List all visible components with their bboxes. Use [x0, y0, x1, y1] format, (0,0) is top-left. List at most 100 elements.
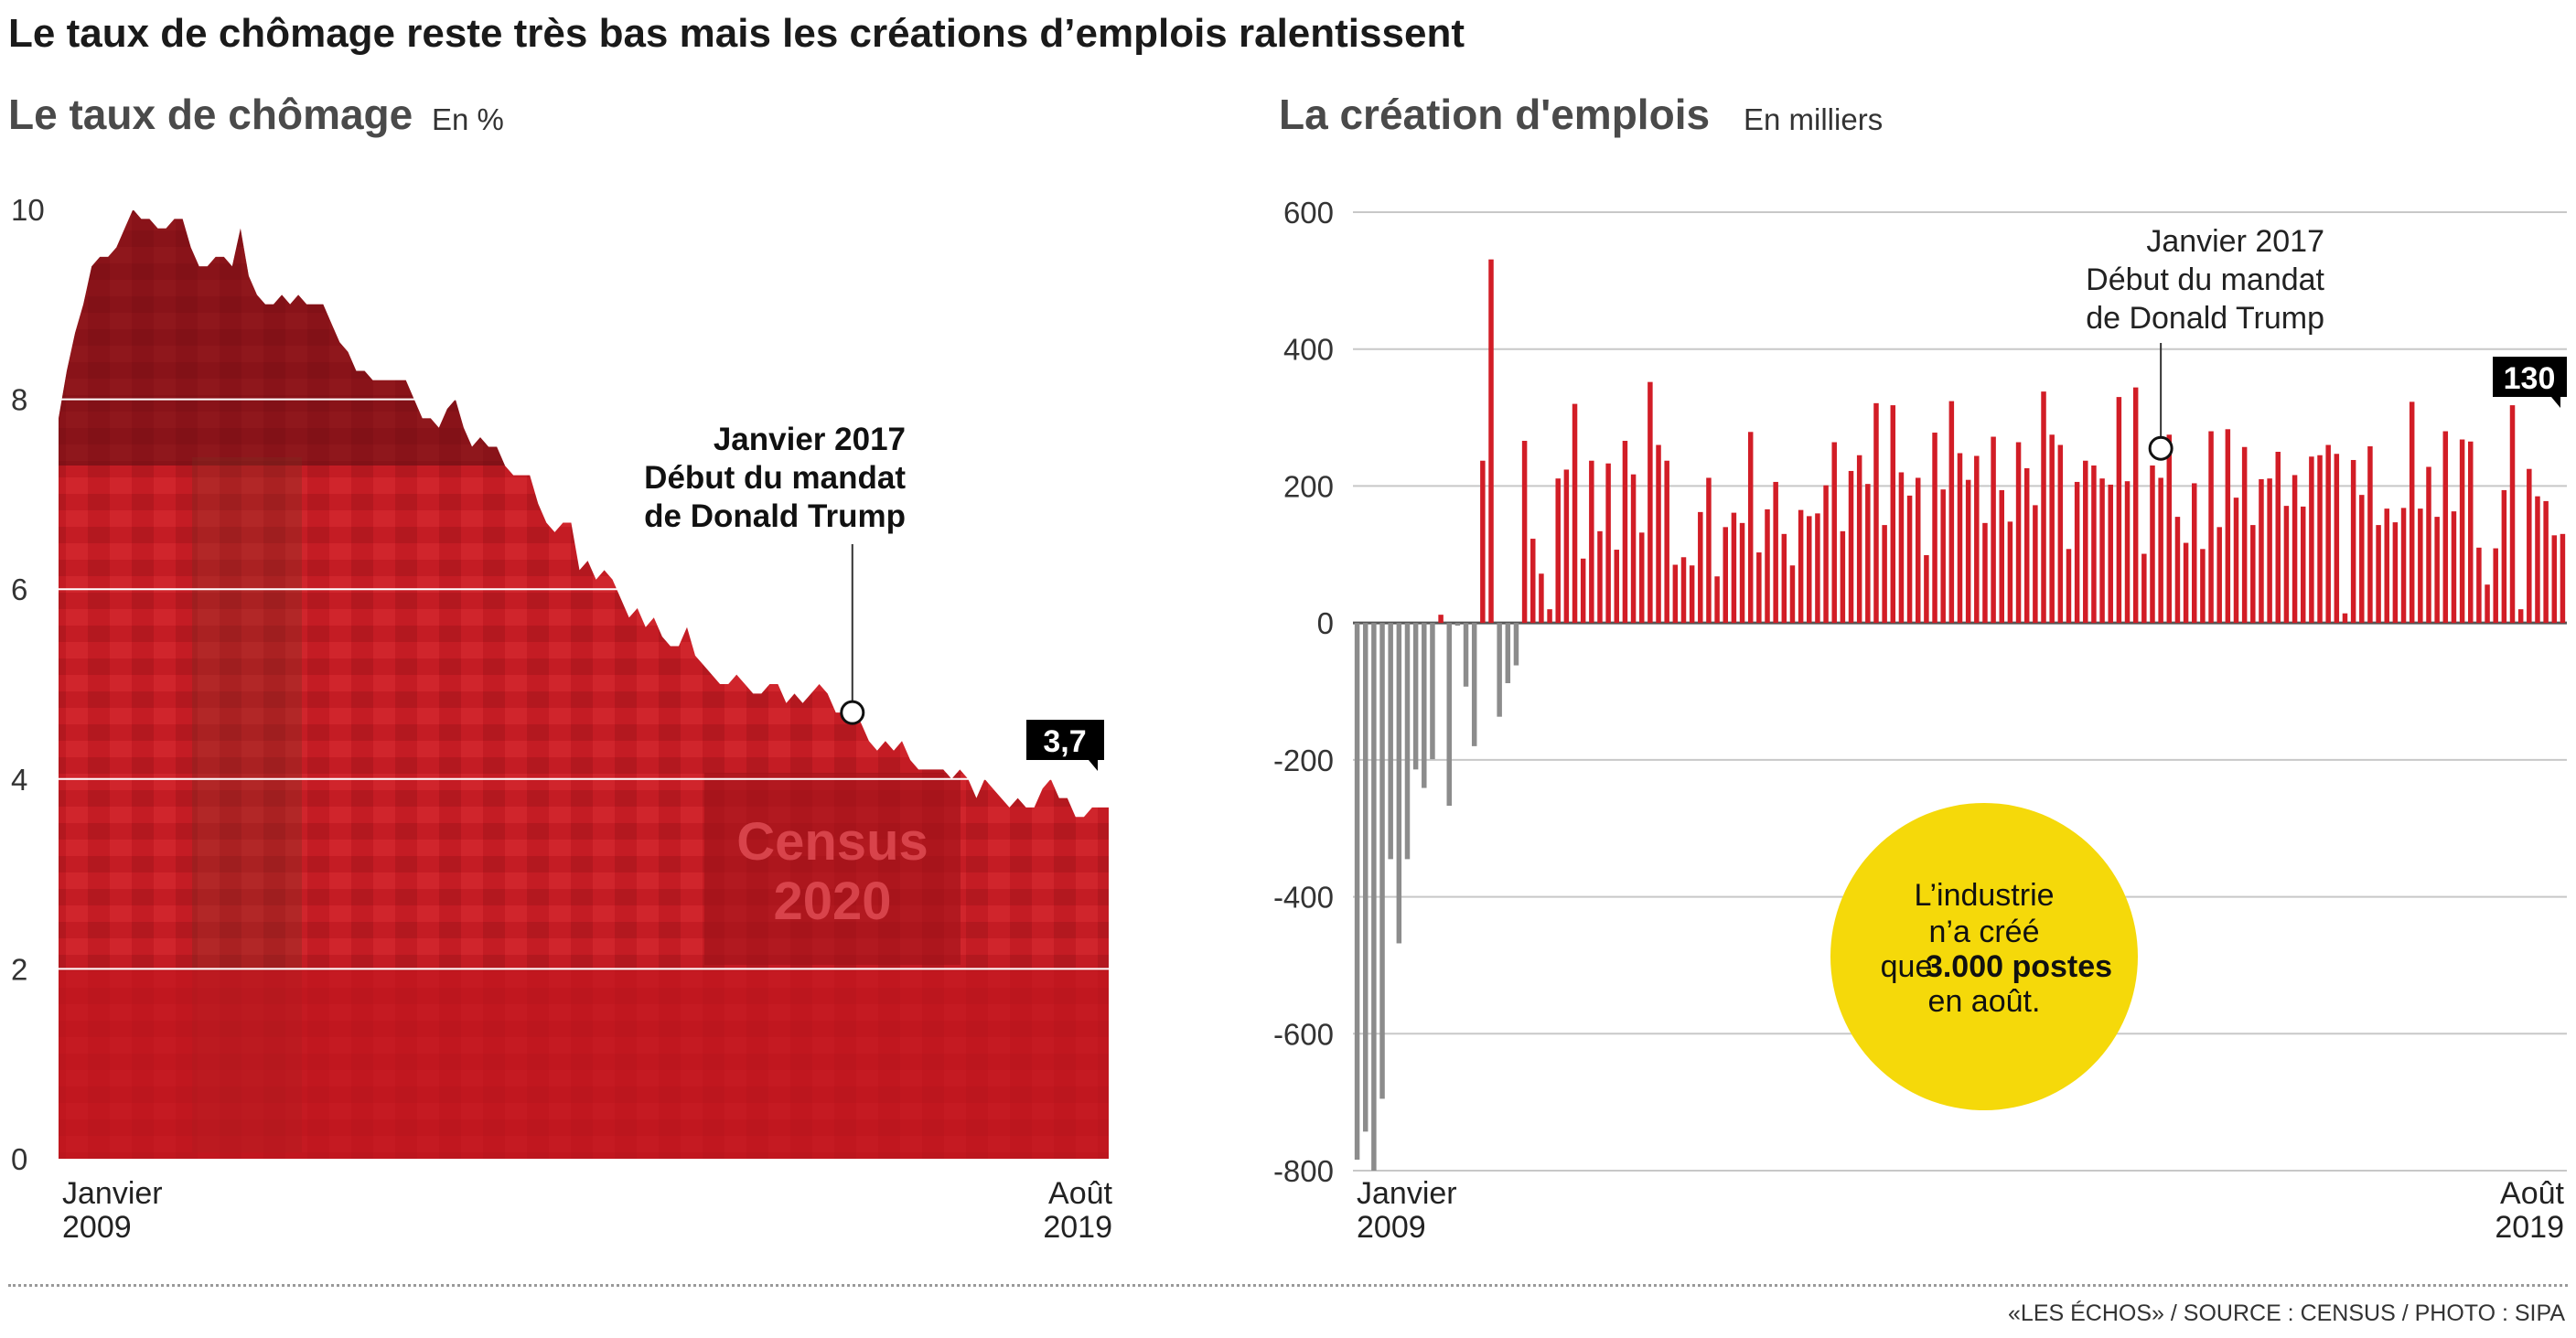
y-tick-label: 600 — [1283, 196, 1334, 230]
bar-positive — [1823, 485, 1829, 624]
bar-positive — [1605, 463, 1611, 624]
y-tick-label: 4 — [11, 763, 27, 797]
bar-positive — [1999, 489, 2004, 624]
bar-positive — [2451, 511, 2457, 624]
bar-positive — [2325, 444, 2331, 624]
callout-text: n’a créé — [1929, 915, 2040, 949]
bar-positive — [1731, 512, 1737, 624]
y-tick-label: 0 — [1317, 606, 1334, 640]
x-label-start: Janvier — [62, 1176, 163, 1211]
last-value-badge — [1026, 720, 1104, 771]
bar-negative — [1471, 623, 1477, 746]
bar-positive — [2049, 434, 2055, 624]
bar-positive — [1555, 478, 1561, 624]
bar-positive — [2342, 613, 2348, 624]
bar-positive — [2099, 478, 2105, 624]
bar-positive — [2007, 521, 2013, 624]
bar-positive — [2192, 483, 2197, 624]
bar-positive — [2409, 401, 2415, 624]
bar-negative — [1454, 623, 1461, 626]
unemployment-chart-title: Le taux de chômage — [8, 91, 413, 138]
bar-positive — [1840, 530, 1846, 624]
bar-positive — [1898, 472, 1905, 624]
bar-positive — [2066, 549, 2072, 624]
bar-positive — [2517, 609, 2524, 624]
x-label-end: Août — [1048, 1176, 1112, 1211]
x-label-start: 2009 — [62, 1210, 132, 1245]
bar-negative — [1404, 623, 1411, 860]
unemployment-chart-unit: En % — [432, 102, 504, 136]
bar-positive — [2074, 481, 2080, 624]
bar-positive — [1714, 576, 1720, 624]
bar-positive — [2225, 429, 2231, 624]
annotation-text: Début du mandat — [644, 460, 906, 496]
y-tick-label: 8 — [11, 383, 27, 417]
bar-positive — [1982, 522, 1988, 624]
bar-positive — [2015, 442, 2022, 624]
callout-text: L’industrie — [1914, 878, 2054, 913]
bar-positive — [1932, 433, 1937, 624]
bar-positive — [1957, 453, 1963, 624]
bar-positive — [2267, 478, 2272, 624]
bar-positive — [2459, 439, 2465, 624]
bar-positive — [2468, 441, 2474, 624]
bar-negative — [1379, 623, 1385, 1099]
source-credit: «LES ÉCHOS» / SOURCE : CENSUS / PHOTO : … — [2008, 1301, 2565, 1326]
bar-positive — [2183, 542, 2189, 624]
annotation-text: Début du mandat — [2086, 262, 2324, 297]
y-tick-label: -600 — [1273, 1017, 1334, 1051]
annotation-text: de Donald Trump — [644, 498, 906, 534]
bar-positive — [2250, 525, 2256, 624]
y-tick-label: 0 — [11, 1142, 27, 1176]
bar-negative — [1422, 623, 1427, 788]
x-label-start: 2009 — [1357, 1210, 1426, 1245]
bar-positive — [2158, 477, 2163, 624]
bar-positive — [2493, 548, 2498, 624]
annotation-marker — [2148, 435, 2174, 461]
bar-negative — [1412, 623, 1419, 770]
bar-positive — [2501, 489, 2507, 624]
bar-positive — [1948, 401, 1955, 624]
bar-positive — [2485, 584, 2490, 624]
bar-positive — [2033, 505, 2038, 624]
y-tick-label: -800 — [1273, 1154, 1334, 1188]
bar-positive — [2208, 431, 2214, 624]
bar-positive — [1856, 455, 1862, 624]
bar-negative — [1371, 623, 1377, 1171]
bar-positive — [2083, 460, 2088, 624]
bar-positive — [1773, 481, 1778, 624]
bar-positive — [2509, 405, 2516, 624]
annotation-text: Janvier 2017 — [2146, 224, 2324, 259]
bar-positive — [2359, 495, 2365, 624]
bar-positive — [1831, 442, 1837, 624]
bar-positive — [2166, 434, 2173, 624]
callout-text-bold: 3.000 postes — [1926, 949, 2112, 984]
bar-positive — [2057, 444, 2064, 624]
bar-positive — [2350, 459, 2356, 624]
bar-negative — [1396, 623, 1402, 944]
callout-text: que — [1881, 949, 1933, 984]
bar-negative — [1362, 623, 1368, 1132]
bar-positive — [1873, 402, 1879, 624]
photo-caption-line-1: Census — [736, 812, 928, 872]
bar-positive — [1723, 527, 1728, 624]
bar-positive — [1865, 484, 1871, 624]
bar-positive — [2384, 508, 2389, 624]
bar-positive — [2367, 446, 2373, 624]
bar-positive — [2124, 481, 2131, 624]
bar-positive — [1530, 539, 1536, 624]
bar-positive — [2434, 517, 2440, 624]
bar-positive — [1438, 615, 1444, 624]
bar-positive — [2233, 498, 2239, 624]
bar-positive — [2535, 496, 2540, 624]
bar-positive — [1739, 522, 1745, 624]
bar-negative — [1505, 623, 1511, 684]
bar-negative — [1388, 623, 1393, 860]
bar-positive — [2108, 484, 2113, 624]
bar-positive — [1572, 403, 1578, 624]
bar-positive — [1638, 532, 1645, 624]
photo-caption-line-2: 2020 — [773, 872, 891, 931]
y-tick-label: -400 — [1273, 881, 1334, 915]
annotation-text: Janvier 2017 — [714, 422, 906, 457]
